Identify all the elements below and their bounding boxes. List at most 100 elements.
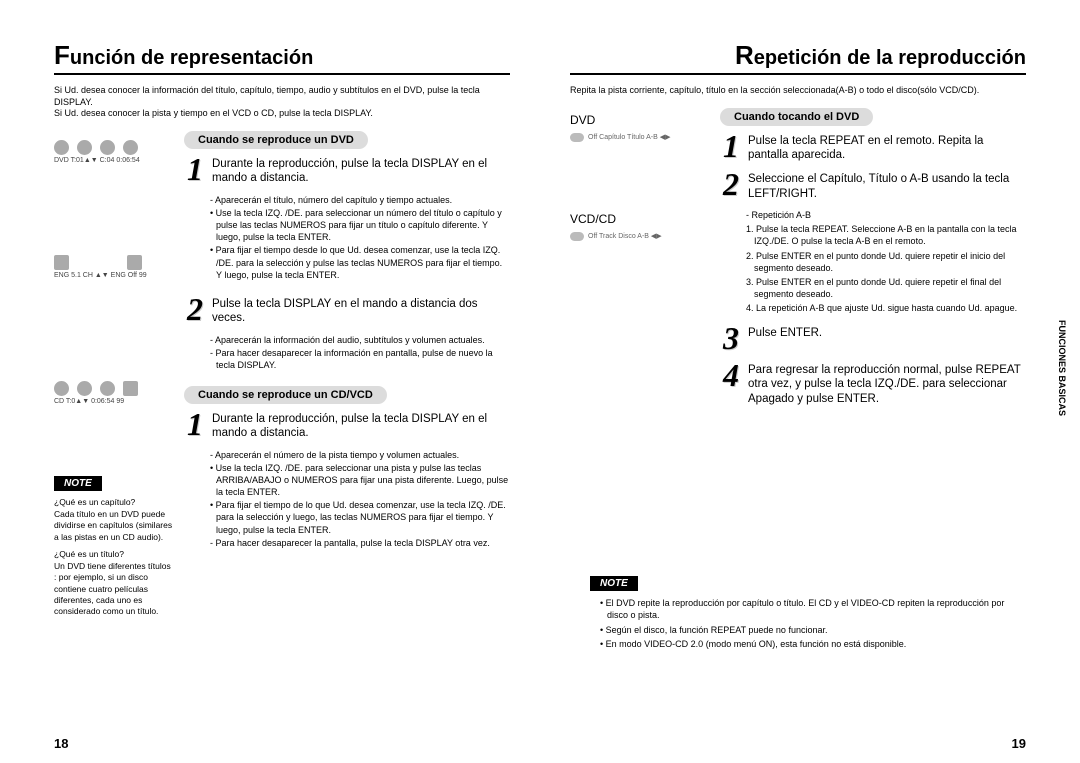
- sub-bullets-ab: - Repetición A-B 1. Pulse la tecla REPEA…: [746, 209, 1026, 314]
- content-left: DVD T:01▲▼ C:04 0:06:54 ENG 5.1 CH ▲▼ EN…: [54, 130, 510, 624]
- step-2-repeat: 2 Seleccione el Capítulo, Título o A-B u…: [720, 170, 1026, 201]
- note-text-left: ¿Qué es un capítulo? Cada título en un D…: [54, 497, 174, 618]
- bullet-item: - Aparecerán la información del audio, s…: [210, 334, 510, 346]
- heading-left: Función de representación: [54, 40, 510, 75]
- vcdcd-osd-row: Off Track Disco A-B ◀▶: [570, 232, 710, 241]
- bullet-item: - Repetición A-B: [746, 209, 1026, 221]
- main-left: Cuando se reproduce un DVD 1 Durante la …: [184, 130, 510, 624]
- section-pill-cdvcd: Cuando se reproduce un CD/VCD: [184, 386, 387, 404]
- bullet-item: 3. Pulse ENTER en el punto donde Ud. qui…: [746, 276, 1026, 300]
- step-text: Pulse la tecla DISPLAY en el mando a dis…: [212, 295, 510, 326]
- page-number-left: 18: [54, 736, 68, 751]
- right-page: Repetición de la reproducción Repita la …: [540, 0, 1080, 763]
- note-q2: ¿Qué es un título?: [54, 549, 124, 559]
- note-block-right: NOTE • El DVD repite la reproducción por…: [590, 564, 1026, 650]
- osd-caption-3: CD T:0▲▼ 0:06:54 99: [54, 398, 174, 406]
- step-text: Pulse ENTER.: [748, 324, 822, 353]
- intro-left: Si Ud. desea conocer la información del …: [54, 85, 510, 120]
- sidebar-right: DVD Off Capítulo Título A-B ◀▶ VCD/CD Of…: [570, 107, 710, 415]
- heading-cap: R: [735, 40, 754, 70]
- dvd-osd-row: Off Capítulo Título A-B ◀▶: [570, 133, 710, 142]
- heading-cap: F: [54, 40, 70, 70]
- bullet-item: - Para hacer desaparecer la pantalla, pu…: [210, 537, 510, 549]
- osd-icons-row-1: [54, 140, 174, 155]
- osd-caption-1: DVD T:01▲▼ C:04 0:06:54: [54, 157, 174, 165]
- note-item: • En modo VIDEO-CD 2.0 (modo menú ON), e…: [600, 638, 1026, 650]
- clock-icon: [77, 140, 92, 155]
- side-tab-text: FUNCIONES BASICAS: [1057, 320, 1067, 416]
- volume-icon: [127, 255, 142, 270]
- intro-line-1: Si Ud. desea conocer la información del …: [54, 85, 510, 108]
- chapter-icon: [100, 140, 115, 155]
- note-item: • Según el disco, la función REPEAT pued…: [600, 624, 1026, 636]
- step-text: Seleccione el Capítulo, Título o A-B usa…: [748, 170, 1026, 201]
- step-1-dvd: 1 Durante la reproducción, pulse la tecl…: [184, 155, 510, 186]
- osd-icons-row-3: [54, 381, 174, 396]
- heading-rest: epetición de la reproducción: [754, 47, 1026, 69]
- bullet-item: • Use la tecla IZQ. /DE. para selecciona…: [210, 207, 510, 243]
- note-q1: ¿Qué es un capítulo?: [54, 497, 135, 507]
- repeat-icon: [570, 133, 584, 142]
- time-icon: [123, 140, 138, 155]
- time-icon: [100, 381, 115, 396]
- bullet-item: • Para fijar el tiempo desde lo que Ud. …: [210, 244, 510, 280]
- step-number: 1: [184, 155, 206, 186]
- step-number: 4: [720, 361, 742, 406]
- audio-icon: [54, 255, 69, 270]
- step-number: 1: [720, 132, 742, 163]
- step-number: 2: [720, 170, 742, 201]
- bullet-item: 4. La repetición A-B que ajuste Ud. sigu…: [746, 302, 1026, 314]
- note-label: NOTE: [590, 576, 638, 591]
- step-1-repeat: 1 Pulse la tecla REPEAT en el remoto. Re…: [720, 132, 1026, 163]
- sidebar-left: DVD T:01▲▼ C:04 0:06:54 ENG 5.1 CH ▲▼ EN…: [54, 130, 174, 624]
- content-right: DVD Off Capítulo Título A-B ◀▶ VCD/CD Of…: [570, 107, 1026, 415]
- heading-right: Repetición de la reproducción: [570, 40, 1026, 75]
- step-1-cdvcd: 1 Durante la reproducción, pulse la tecl…: [184, 410, 510, 441]
- step-text: Pulse la tecla REPEAT en el remoto. Repi…: [748, 132, 1026, 163]
- vcdcd-label: VCD/CD: [570, 212, 710, 226]
- step-2-dvd: 2 Pulse la tecla DISPLAY en el mando a d…: [184, 295, 510, 326]
- osd-caption-2: ENG 5.1 CH ▲▼ ENG Off 99: [54, 272, 174, 280]
- main-right: Cuando tocando el DVD 1 Pulse la tecla R…: [720, 107, 1026, 415]
- section-pill-dvd: Cuando se reproduce un DVD: [184, 131, 368, 149]
- step-number: 2: [184, 295, 206, 326]
- note-item: • El DVD repite la reproducción por capí…: [600, 597, 1026, 621]
- section-pill-repeat: Cuando tocando el DVD: [720, 108, 873, 126]
- osd-text: Off Capítulo Título A-B ◀▶: [588, 133, 671, 141]
- step-4-repeat: 4 Para regresar la reproducción normal, …: [720, 361, 1026, 406]
- bullet-item: 2. Pulse ENTER en el punto donde Ud. qui…: [746, 250, 1026, 274]
- osd-icons-row-2: [54, 255, 174, 270]
- intro-right: Repita la pista corriente, capítulo, tít…: [570, 85, 1026, 97]
- step-number: 1: [184, 410, 206, 441]
- bullet-item: - Para hacer desaparecer la información …: [210, 347, 510, 371]
- note-label: NOTE: [54, 476, 102, 491]
- clock-icon: [77, 381, 92, 396]
- note-text-right: • El DVD repite la reproducción por capí…: [600, 597, 1026, 650]
- step-text: Para regresar la reproducción normal, pu…: [748, 361, 1026, 406]
- bullet-item: - Aparecerán el título, número del capít…: [210, 194, 510, 206]
- repeat-icon: [570, 232, 584, 241]
- step-3-repeat: 3 Pulse ENTER.: [720, 324, 1026, 353]
- bullets-1-dvd: - Aparecerán el título, número del capít…: [210, 194, 510, 281]
- bullet-item: • Use la tecla IZQ. /DE. para selecciona…: [210, 462, 510, 498]
- step-number: 3: [720, 324, 742, 353]
- dvd-label: DVD: [570, 113, 710, 127]
- note-a1: Cada título en un DVD puede dividirse en…: [54, 509, 172, 542]
- volume-icon: [123, 381, 138, 396]
- bullet-item: 1. Pulse la tecla REPEAT. Seleccione A-B…: [746, 223, 1026, 247]
- bullet-item: - Aparecerán el número de la pista tiemp…: [210, 449, 510, 461]
- disc-icon: [54, 140, 69, 155]
- left-page: Función de representación Si Ud. desea c…: [0, 0, 540, 763]
- intro-line-2: Si Ud. desea conocer la pista y tiempo e…: [54, 108, 510, 120]
- note-a2: Un DVD tiene diferentes títulos : por ej…: [54, 561, 171, 617]
- bullet-item: • Para fijar el tiempo de lo que Ud. des…: [210, 499, 510, 535]
- step-text: Durante la reproducción, pulse la tecla …: [212, 410, 510, 441]
- step-text: Durante la reproducción, pulse la tecla …: [212, 155, 510, 186]
- bullets-1-cdvcd: - Aparecerán el número de la pista tiemp…: [210, 449, 510, 549]
- side-tab: FUNCIONES BASICAS: [1056, 320, 1066, 416]
- bullets-2-dvd: - Aparecerán la información del audio, s…: [210, 334, 510, 371]
- page-number-right: 19: [1012, 736, 1026, 751]
- heading-rest: unción de representación: [70, 47, 313, 69]
- disc-icon: [54, 381, 69, 396]
- osd-text: Off Track Disco A-B ◀▶: [588, 232, 662, 240]
